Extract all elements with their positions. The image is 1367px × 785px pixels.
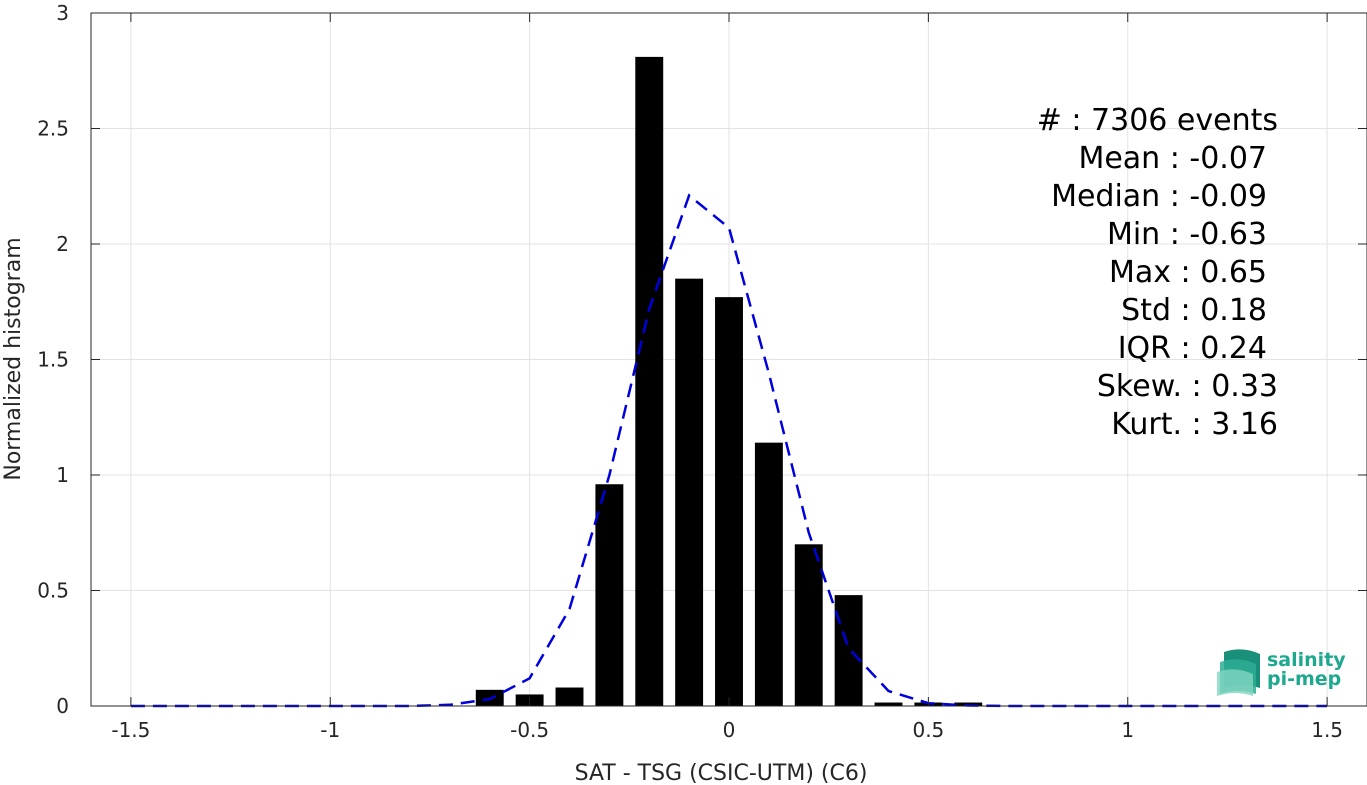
stats-count: # : 7306 events <box>1037 103 1278 138</box>
x-tick-label: -0.5 <box>510 718 549 742</box>
y-axis-label: Normalized histogram <box>1 237 26 480</box>
histogram-bar <box>595 484 624 706</box>
y-tick-label: 2.5 <box>37 117 69 141</box>
y-tick-labels: 0 0.5 1 1.5 2 2.5 3 <box>37 1 69 718</box>
salinity-pi-mep-logo: salinity pi-mep <box>1217 649 1346 696</box>
y-tick-label: 1.5 <box>37 348 69 372</box>
stats-mean: Mean : -0.07 <box>1078 141 1267 176</box>
y-tick-label: 1 <box>56 463 69 487</box>
logo-text-salinity: salinity <box>1267 649 1346 671</box>
axes <box>90 12 1367 707</box>
histogram-bar <box>675 278 704 706</box>
y-tick-label: 2 <box>56 232 69 256</box>
histogram-bar <box>635 56 664 706</box>
histogram-bar <box>834 595 863 706</box>
y-tick-label: 0.5 <box>37 579 69 603</box>
stats-std: Std : 0.18 <box>1121 293 1267 328</box>
stats-iqr: IQR : 0.24 <box>1118 331 1267 366</box>
y-tick-label: 0 <box>56 694 69 718</box>
x-tick-label: 0.5 <box>912 718 944 742</box>
logo-waves-icon <box>1217 649 1260 696</box>
logo-text-pi-mep: pi-mep <box>1267 668 1341 690</box>
statistics-box: # : 7306 events Mean : -0.07 Median : -0… <box>1037 103 1278 442</box>
x-tick-labels: -1.5 -1 -0.5 0 0.5 1 1.5 <box>111 718 1343 742</box>
histogram-bar <box>715 297 743 706</box>
stats-skew: Skew. : 0.33 <box>1097 369 1278 404</box>
y-tick-label: 3 <box>56 1 69 25</box>
stats-min: Min : -0.63 <box>1107 217 1267 252</box>
histogram-bar <box>874 702 903 706</box>
x-tick-label: 1.5 <box>1311 718 1343 742</box>
stats-kurt: Kurt. : 3.16 <box>1111 407 1278 442</box>
x-tick-label: -1 <box>320 718 340 742</box>
x-tick-label: 1 <box>1121 718 1134 742</box>
histogram-bar <box>555 687 584 706</box>
stats-max: Max : 0.65 <box>1109 255 1267 290</box>
x-tick-label: 0 <box>723 718 736 742</box>
histogram-bar <box>754 442 783 706</box>
x-axis-label: SAT - TSG (CSIC-UTM) (C6) <box>575 761 868 785</box>
stats-median: Median : -0.09 <box>1051 179 1267 214</box>
histogram-bars <box>475 56 983 706</box>
x-tick-label: -1.5 <box>111 718 150 742</box>
histogram-bar <box>794 544 823 706</box>
